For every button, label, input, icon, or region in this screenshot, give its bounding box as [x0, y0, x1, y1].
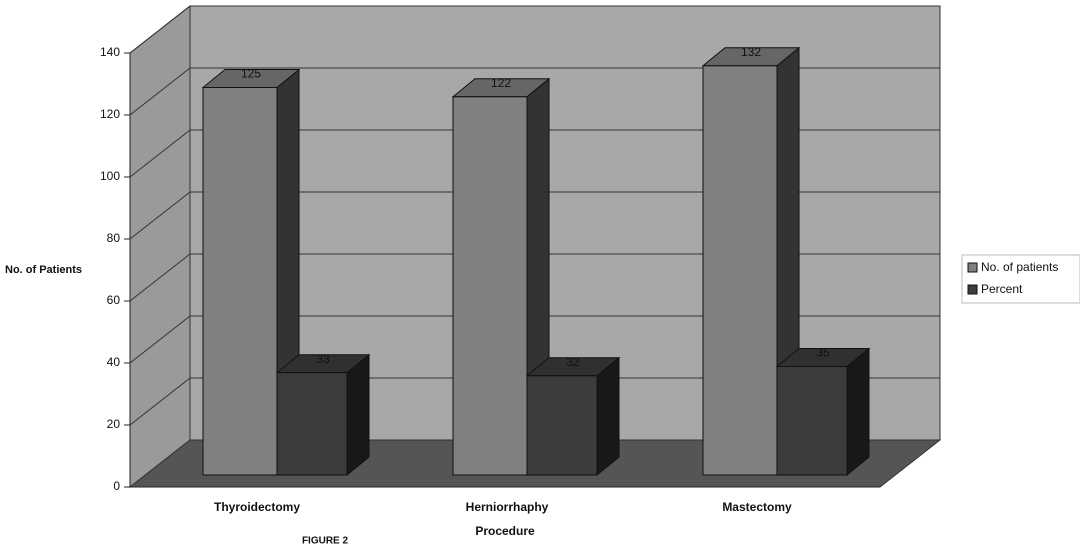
y-tick-label: 80	[107, 231, 121, 245]
legend-swatch	[967, 284, 978, 295]
grid-line	[129, 377, 191, 426]
legend-swatch	[967, 262, 978, 273]
figure-label: FIGURE 2	[302, 536, 349, 545]
data-label: 122	[491, 76, 511, 90]
y-tick-label: 60	[107, 293, 121, 307]
bar-front	[202, 87, 278, 476]
bar-front	[276, 372, 348, 476]
grid-line	[129, 129, 191, 178]
legend-box	[961, 254, 1080, 304]
x-tick-label: Mastectomy	[722, 500, 792, 514]
bar-front	[452, 96, 528, 476]
bar-front	[776, 366, 848, 476]
y-tick-label: 120	[100, 107, 120, 121]
grid-line	[129, 253, 191, 302]
legend-label: Percent	[981, 282, 1023, 296]
side-wall	[129, 4, 191, 489]
grid-line	[129, 315, 191, 364]
y-tick-label: 20	[107, 417, 121, 431]
y-axis-title: No. of Patients	[5, 264, 82, 276]
data-label: 33	[316, 352, 330, 366]
y-tick-label: 140	[100, 45, 120, 59]
bar-side	[596, 356, 620, 477]
bar-front	[702, 65, 778, 476]
bar	[775, 347, 871, 477]
data-label: 32	[566, 355, 580, 369]
legend-label: No. of patients	[981, 260, 1058, 274]
data-label: 132	[741, 45, 761, 59]
bar	[525, 356, 621, 477]
grid-line	[129, 5, 191, 54]
grid-line	[129, 191, 191, 240]
bar-side	[846, 347, 870, 477]
y-tick-label: 0	[113, 479, 120, 493]
bar	[275, 353, 371, 477]
bar-side	[346, 353, 370, 477]
data-label: 125	[241, 67, 261, 81]
x-tick-label: Thyroidectomy	[214, 500, 300, 514]
x-tick-label: Herniorrhaphy	[466, 500, 549, 514]
data-label: 35	[816, 346, 830, 360]
grid-line	[129, 67, 191, 116]
legend: No. of patients Percent	[961, 254, 1080, 304]
x-axis-title: Procedure	[475, 524, 535, 538]
y-tick-label: 40	[107, 355, 121, 369]
y-tick-label: 100	[100, 169, 120, 183]
bar-front	[526, 375, 598, 476]
